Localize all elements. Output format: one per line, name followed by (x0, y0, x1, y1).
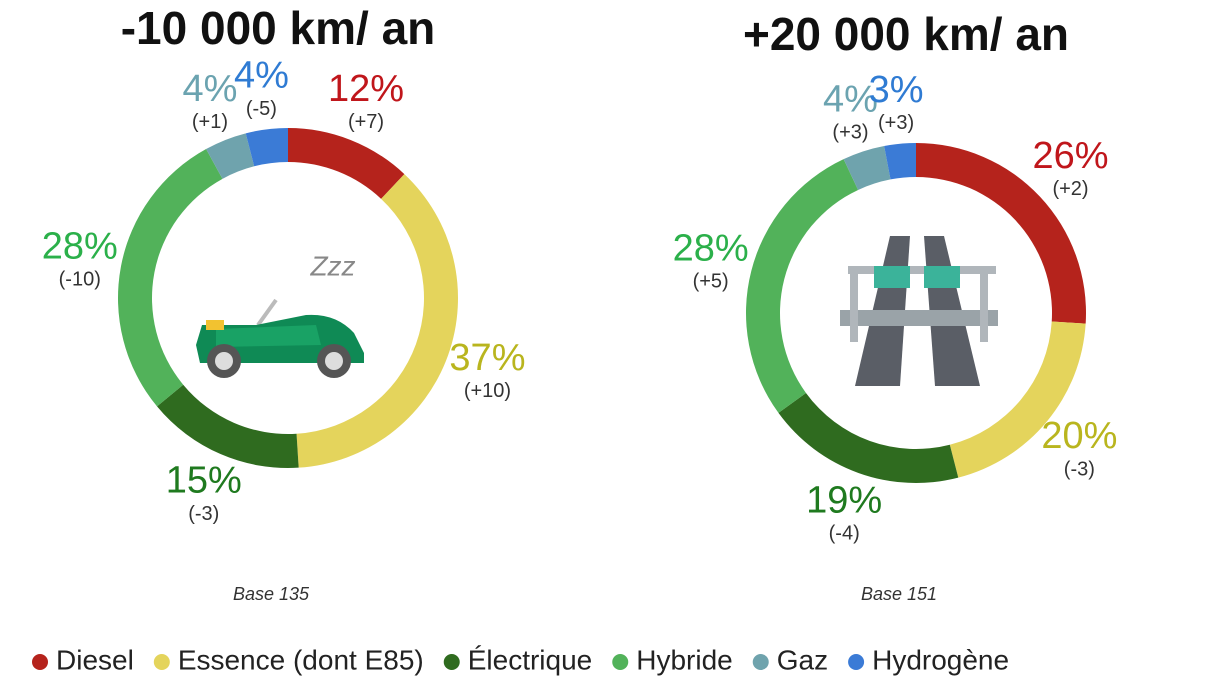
legend-marker (752, 654, 769, 670)
legend-label: Électrique (468, 644, 593, 675)
legend-marker (443, 654, 460, 670)
base-note: Base 135 (233, 584, 310, 604)
change-label: (-10) (59, 269, 101, 291)
value-label: 37% (449, 337, 525, 379)
donut-segment (206, 133, 255, 179)
donut-segment (245, 128, 288, 167)
highway-icon (840, 236, 998, 386)
legend-label: Gaz (777, 644, 828, 675)
base-note: Base 151 (861, 584, 937, 604)
value-label: 19% (806, 479, 882, 521)
value-label: 26% (1033, 135, 1109, 177)
legend-label: Essence (dont E85) (178, 644, 424, 675)
legend-label: Hybride (636, 644, 732, 675)
change-label: (+2) (1052, 178, 1088, 200)
value-label: 3% (869, 69, 924, 111)
change-label: (-3) (188, 503, 219, 525)
donut-segment (949, 321, 1086, 478)
legend-marker (153, 654, 170, 670)
change-label: (-3) (1064, 458, 1095, 480)
change-label: (+7) (348, 111, 384, 133)
donut-segment (884, 143, 916, 180)
legend-marker (612, 654, 629, 670)
donut-segment (296, 174, 459, 468)
value-label: 4% (234, 55, 289, 97)
value-label: 4% (182, 68, 237, 110)
donut-segment (778, 392, 959, 483)
legend-marker (848, 654, 865, 670)
change-label: (+10) (464, 380, 511, 402)
legend-marker (32, 654, 48, 670)
donut-segment (288, 128, 405, 199)
car-icon (196, 298, 364, 378)
change-label: (+3) (878, 112, 914, 134)
value-label: 15% (166, 460, 242, 502)
value-label: 28% (673, 227, 749, 269)
donut-segment (157, 384, 299, 468)
donut-segment (843, 146, 891, 190)
chart-title: +20 000 km/ an (743, 8, 1069, 60)
value-label: 28% (42, 225, 118, 267)
change-label: (+1) (192, 111, 228, 133)
donut-segment (746, 159, 859, 413)
icon-label: Zzz (309, 250, 355, 281)
value-label: 20% (1041, 415, 1117, 457)
legend-label: Hydrogène (872, 644, 1009, 675)
change-label: (+3) (832, 122, 868, 144)
change-label: (+5) (693, 271, 729, 293)
value-label: 12% (328, 68, 404, 110)
change-label: (-5) (246, 98, 277, 120)
chart-title: -10 000 km/ an (121, 2, 436, 54)
donut-segment (117, 149, 223, 407)
legend-label: Diesel (56, 644, 134, 675)
value-label: 4% (823, 78, 878, 120)
change-label: (-4) (829, 523, 860, 545)
donut-segment (916, 143, 1086, 324)
